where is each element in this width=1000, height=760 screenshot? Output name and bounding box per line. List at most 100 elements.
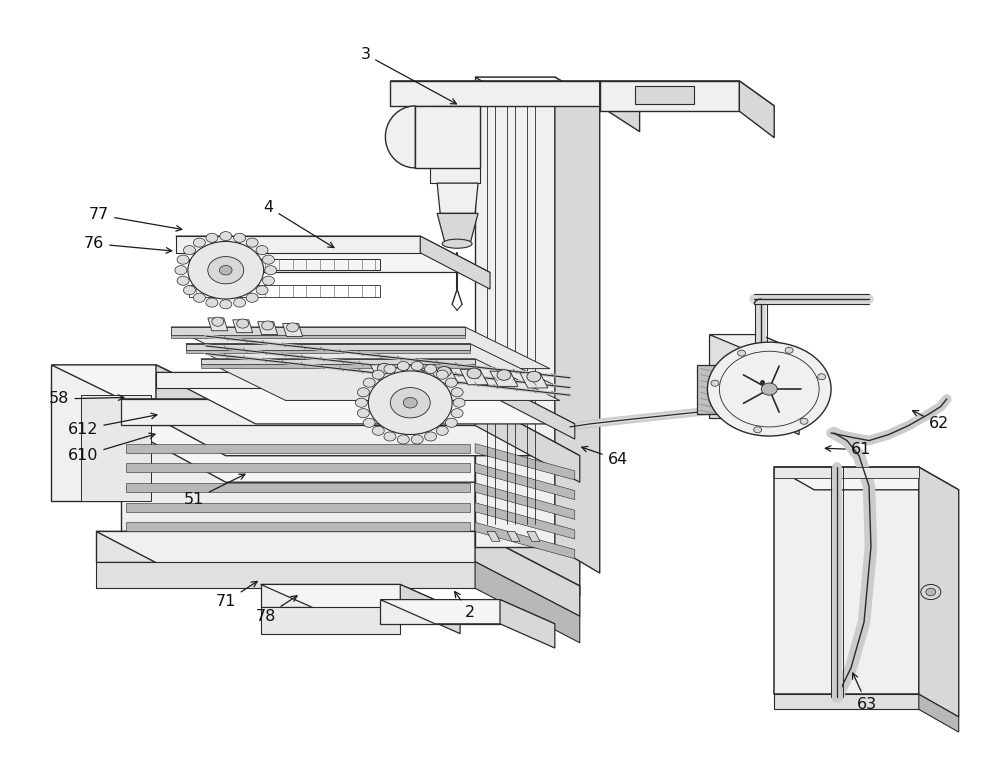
Polygon shape [380, 600, 500, 624]
Circle shape [436, 370, 448, 379]
Polygon shape [437, 183, 478, 214]
Circle shape [761, 383, 777, 395]
Circle shape [436, 426, 448, 435]
Circle shape [372, 426, 384, 435]
Circle shape [384, 365, 396, 373]
Circle shape [445, 378, 457, 387]
Polygon shape [233, 320, 253, 333]
Circle shape [256, 245, 268, 255]
Polygon shape [475, 426, 580, 596]
Circle shape [527, 372, 541, 382]
Polygon shape [258, 321, 278, 334]
Circle shape [377, 363, 391, 374]
Circle shape [175, 266, 187, 275]
Polygon shape [420, 236, 490, 289]
Polygon shape [759, 334, 799, 435]
Text: 612: 612 [68, 413, 157, 437]
Circle shape [403, 397, 417, 408]
Polygon shape [430, 368, 458, 383]
Circle shape [407, 365, 421, 375]
Polygon shape [51, 365, 156, 501]
Circle shape [262, 276, 274, 285]
Polygon shape [709, 334, 759, 418]
Circle shape [372, 370, 384, 379]
Circle shape [208, 257, 244, 283]
Circle shape [206, 233, 218, 242]
Circle shape [219, 265, 232, 275]
Polygon shape [208, 318, 228, 331]
Circle shape [206, 298, 218, 307]
Polygon shape [475, 562, 580, 643]
Polygon shape [520, 373, 548, 388]
Circle shape [384, 432, 396, 441]
Polygon shape [555, 77, 600, 573]
Polygon shape [283, 324, 303, 337]
Polygon shape [380, 600, 555, 624]
Circle shape [220, 299, 232, 309]
Circle shape [234, 298, 246, 307]
Polygon shape [126, 522, 470, 531]
Text: 4: 4 [264, 200, 334, 248]
Polygon shape [919, 694, 959, 732]
Circle shape [237, 319, 249, 328]
Polygon shape [635, 86, 694, 103]
Polygon shape [390, 81, 600, 106]
Text: 3: 3 [360, 47, 456, 104]
Polygon shape [96, 531, 580, 586]
Polygon shape [774, 694, 919, 709]
Polygon shape [121, 399, 475, 426]
Text: 58: 58 [49, 391, 124, 407]
Polygon shape [121, 426, 580, 483]
Polygon shape [156, 365, 226, 535]
Circle shape [246, 293, 258, 302]
Polygon shape [475, 483, 575, 519]
Polygon shape [261, 607, 400, 634]
Polygon shape [475, 372, 575, 439]
Circle shape [265, 266, 277, 275]
Polygon shape [430, 106, 480, 183]
Polygon shape [600, 81, 640, 131]
Circle shape [188, 242, 264, 299]
Polygon shape [600, 81, 774, 106]
Circle shape [397, 362, 409, 371]
Polygon shape [475, 531, 580, 616]
Circle shape [183, 245, 195, 255]
Text: 77: 77 [89, 207, 182, 231]
Polygon shape [475, 464, 575, 499]
Polygon shape [390, 81, 640, 106]
Circle shape [390, 388, 430, 418]
Polygon shape [487, 531, 500, 541]
Polygon shape [774, 467, 919, 694]
Circle shape [363, 418, 375, 427]
Circle shape [711, 380, 719, 386]
Circle shape [800, 418, 808, 424]
Polygon shape [697, 365, 717, 414]
Polygon shape [475, 444, 575, 480]
Polygon shape [171, 327, 550, 369]
Text: 62: 62 [913, 410, 949, 432]
Polygon shape [415, 106, 480, 168]
Circle shape [193, 238, 205, 247]
Circle shape [437, 366, 451, 377]
Polygon shape [460, 369, 488, 385]
Polygon shape [475, 522, 575, 559]
Polygon shape [475, 502, 575, 539]
Circle shape [785, 347, 793, 353]
Polygon shape [121, 426, 475, 539]
Circle shape [445, 418, 457, 427]
Text: 2: 2 [455, 591, 475, 620]
Polygon shape [527, 531, 540, 541]
Circle shape [453, 398, 465, 407]
Text: 76: 76 [84, 236, 172, 253]
Polygon shape [774, 467, 919, 479]
Polygon shape [919, 467, 959, 717]
Polygon shape [126, 464, 470, 473]
Polygon shape [490, 371, 518, 386]
Polygon shape [201, 364, 475, 368]
Polygon shape [261, 584, 400, 607]
Circle shape [397, 435, 409, 444]
Polygon shape [475, 77, 555, 546]
Circle shape [467, 368, 481, 378]
Text: 64: 64 [582, 446, 628, 467]
Polygon shape [156, 372, 575, 424]
